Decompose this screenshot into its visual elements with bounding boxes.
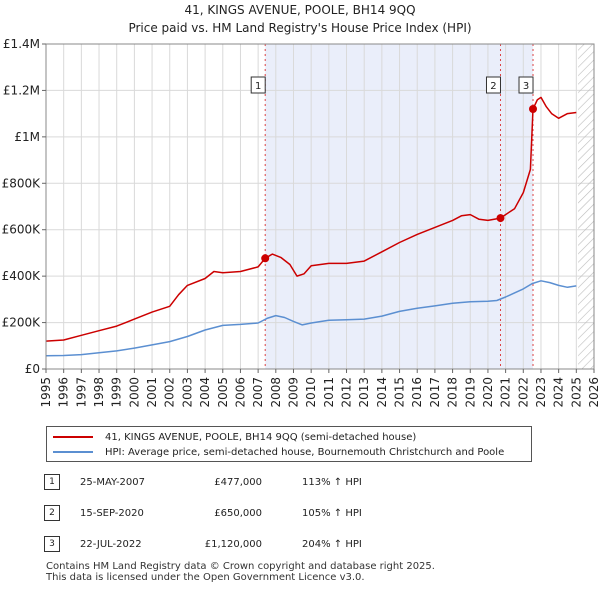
x-tick-label: 2000	[127, 377, 141, 408]
x-tick-label: 2010	[304, 377, 318, 408]
transaction-label-box	[485, 76, 501, 94]
transaction-date: 15-SEP-2020	[80, 507, 144, 519]
transaction-number: 1	[44, 474, 60, 490]
transaction-row: 2 15-SEP-2020 £650,000 105% ↑ HPI	[44, 505, 422, 521]
legend-label-property: 41, KINGS AVENUE, POOLE, BH14 9QQ (semi-…	[105, 431, 417, 443]
forecast-hatch	[578, 44, 594, 369]
transaction-point	[261, 254, 270, 263]
transaction-hpi: 113% ↑ HPI	[302, 476, 362, 488]
x-tick-label: 2015	[393, 377, 407, 408]
transaction-hpi: 204% ↑ HPI	[302, 538, 362, 550]
x-tick-label: 2001	[145, 377, 159, 408]
x-tick-label: 2021	[499, 377, 513, 408]
transaction-label-box	[518, 76, 534, 94]
y-tick-label: £1M	[14, 130, 40, 144]
y-tick-label: £200K	[2, 316, 42, 330]
footer-copyright: Contains HM Land Registry data © Crown c…	[46, 561, 435, 572]
x-tick-label: 1998	[92, 377, 106, 408]
y-tick-label: £600K	[2, 223, 42, 237]
x-tick-label: 2012	[340, 377, 354, 408]
legend-entry-hpi: HPI: Average price, semi-detached house,…	[53, 445, 504, 459]
transaction-number: 2	[44, 505, 60, 521]
x-tick-label: 2014	[375, 377, 389, 408]
transaction-row: 3 22-JUL-2022 £1,120,000 204% ↑ HPI	[44, 536, 422, 552]
transaction-date: 25-MAY-2007	[80, 476, 146, 488]
footer-licence: This data is licensed under the Open Gov…	[46, 572, 365, 583]
x-tick-label: 2016	[410, 377, 424, 408]
chart-subtitle: Price paid vs. HM Land Registry's House …	[128, 21, 471, 35]
transaction-date: 22-JUL-2022	[80, 538, 142, 550]
transaction-point	[529, 105, 538, 113]
x-tick-label: 2013	[357, 377, 371, 408]
transaction-label: 1	[250, 76, 266, 94]
y-tick-label: £800K	[2, 176, 42, 190]
y-tick-label: £1.2M	[3, 83, 40, 97]
transaction-price: £477,000	[214, 476, 262, 488]
legend-entry-property: 41, KINGS AVENUE, POOLE, BH14 9QQ (semi-…	[53, 430, 416, 444]
plot-border	[45, 43, 595, 370]
transaction-label-text: 3	[523, 81, 529, 92]
transaction-row: 1 25-MAY-2007 £477,000 113% ↑ HPI	[44, 474, 422, 490]
price-paid-line	[45, 96, 577, 342]
transaction-price: £650,000	[214, 507, 262, 519]
transaction-label: 2	[485, 76, 501, 94]
x-tick-label: 2019	[463, 377, 477, 408]
x-tick-label: 2007	[251, 377, 265, 408]
legend-swatch-hpi	[53, 451, 93, 453]
transaction-point	[496, 214, 505, 223]
transaction-price: £1,120,000	[204, 538, 262, 550]
transaction-label: 3	[518, 76, 534, 94]
hpi-line	[45, 280, 577, 357]
x-tick-label: 2020	[481, 377, 495, 408]
x-tick-label: 2009	[286, 377, 300, 408]
legend: 41, KINGS AVENUE, POOLE, BH14 9QQ (semi-…	[46, 426, 532, 462]
transaction-number: 3	[44, 536, 60, 552]
x-tick-label: 2002	[163, 377, 177, 408]
x-tick-label: 1997	[74, 377, 88, 408]
transaction-label-text: 2	[490, 81, 496, 92]
x-tick-label: 2025	[569, 377, 583, 408]
x-tick-label: 2017	[428, 377, 442, 408]
x-tick-label: 2011	[322, 377, 336, 408]
x-tick-label: 2006	[233, 377, 247, 408]
price-chart: 41, KINGS AVENUE, POOLE, BH14 9QQ Price …	[2, 3, 600, 408]
x-tick-label: 2018	[446, 377, 460, 408]
x-tick-label: 2023	[534, 377, 548, 408]
y-tick-label: £1.4M	[3, 37, 40, 51]
x-tick-label: 2005	[216, 377, 230, 408]
footer: Contains HM Land Registry data © Crown c…	[46, 561, 435, 583]
transaction-label-box	[250, 76, 266, 94]
x-tick-label: 1996	[57, 377, 71, 408]
y-tick-label: £400K	[2, 269, 42, 283]
legend-label-hpi: HPI: Average price, semi-detached house,…	[105, 446, 505, 458]
x-tick-label: 1999	[110, 377, 124, 408]
transaction-label-text: 1	[255, 81, 261, 92]
x-tick-label: 2022	[516, 377, 530, 408]
x-tick-label: 2004	[198, 377, 212, 408]
x-tick-label: 1995	[39, 377, 53, 408]
chart-title: 41, KINGS AVENUE, POOLE, BH14 9QQ	[184, 3, 415, 17]
transaction-hpi: 105% ↑ HPI	[302, 507, 362, 519]
y-tick-label: £0	[25, 362, 40, 376]
x-tick-label: 2008	[269, 377, 283, 408]
x-tick-label: 2026	[587, 377, 600, 408]
legend-swatch-property	[53, 436, 93, 438]
x-tick-label: 2003	[180, 377, 194, 408]
x-tick-label: 2024	[552, 377, 566, 408]
